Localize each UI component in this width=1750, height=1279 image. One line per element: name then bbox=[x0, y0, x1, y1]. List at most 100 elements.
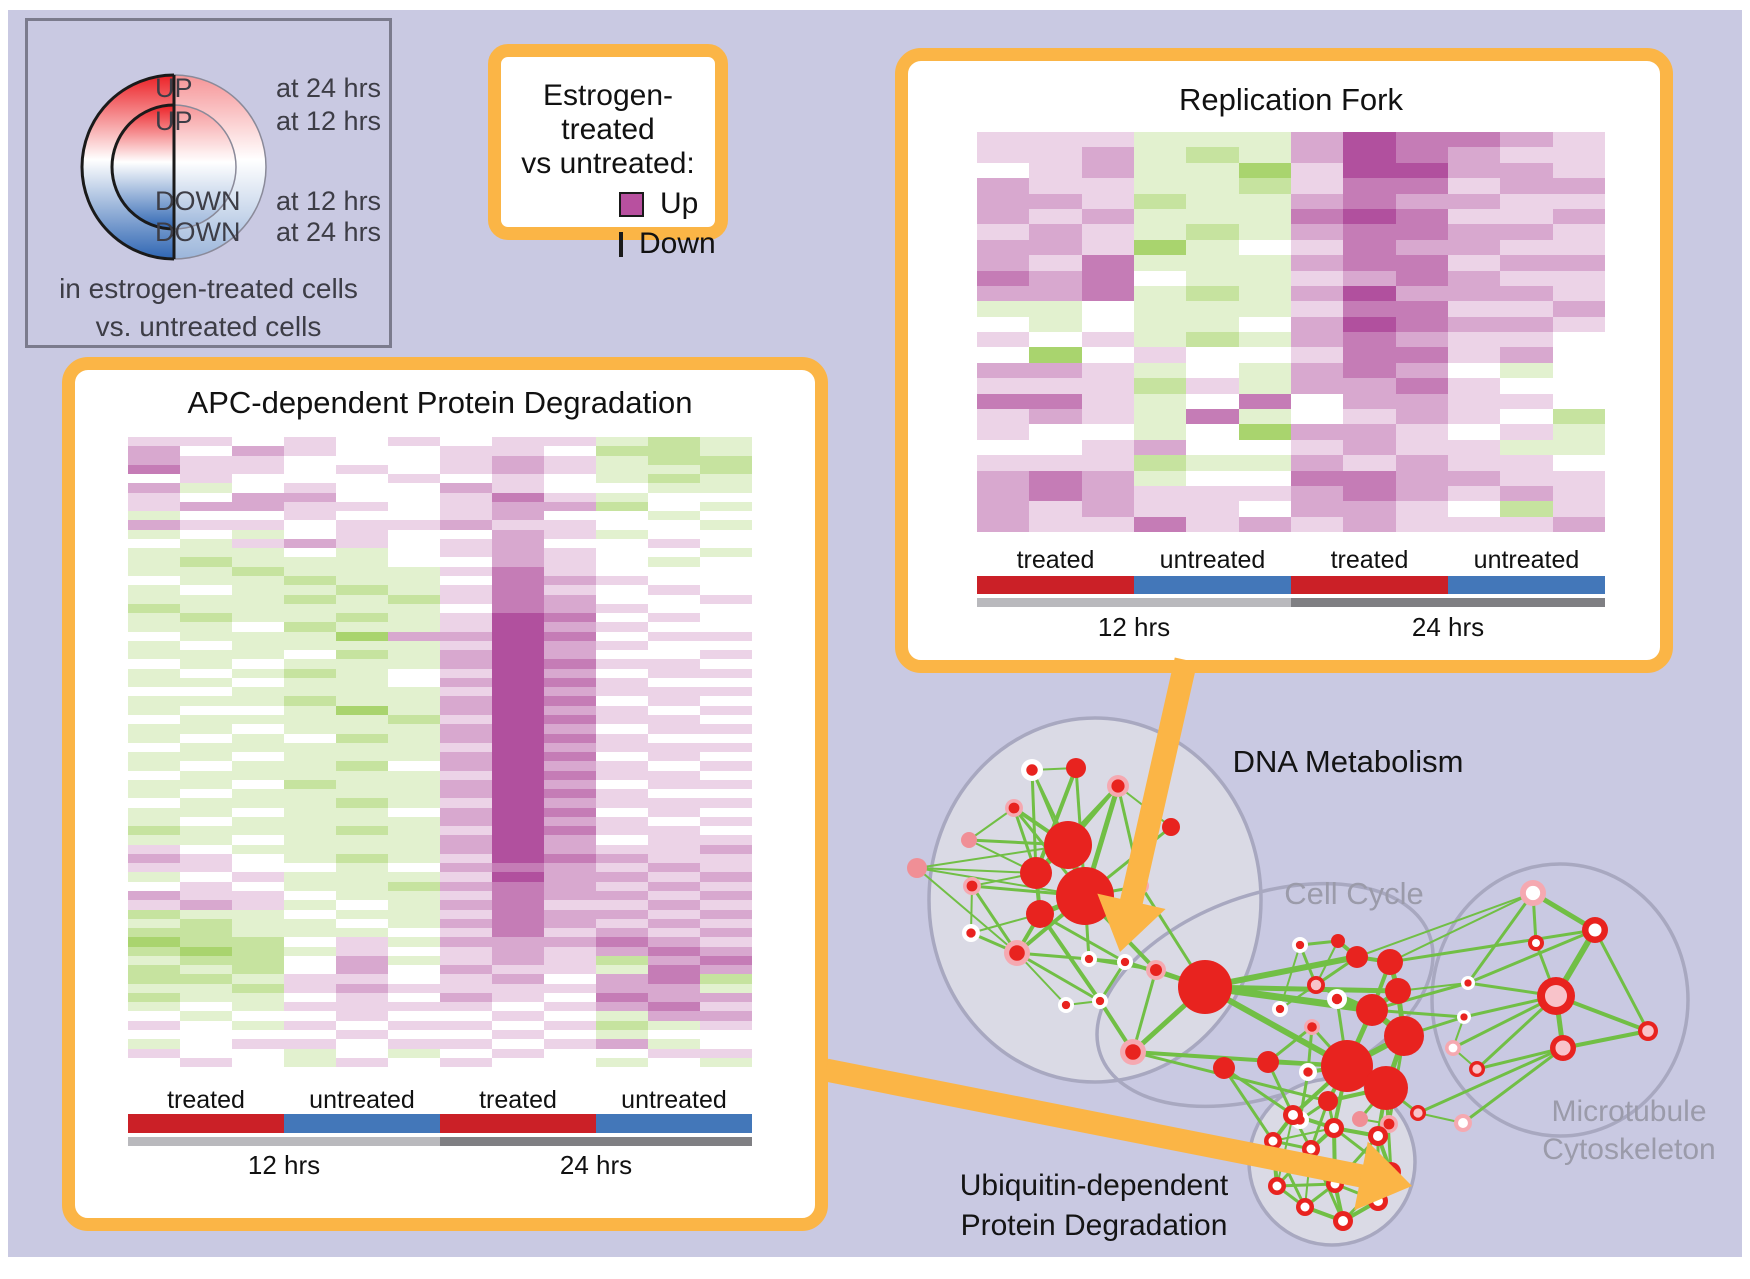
heatmap-row bbox=[128, 761, 752, 771]
condition-bar bbox=[596, 1114, 752, 1133]
heatmap-row bbox=[128, 974, 752, 984]
heatmap-row bbox=[977, 208, 1605, 225]
time-label: 24 hrs bbox=[559, 1150, 633, 1180]
legend-item: Up bbox=[619, 187, 715, 221]
down-12-label: DOWN bbox=[155, 186, 241, 216]
condition-bar bbox=[977, 576, 1134, 594]
up-24-label: UP bbox=[155, 73, 193, 103]
heatmap-row bbox=[128, 437, 752, 447]
heatmap-row bbox=[128, 789, 752, 799]
condition-bar bbox=[284, 1114, 440, 1133]
heatmap-row bbox=[977, 178, 1605, 194]
condition-bar bbox=[128, 1114, 284, 1133]
down-24-label: DOWN bbox=[155, 217, 241, 247]
updown-info-box: UP at 24 hrs UP at 12 hrs DOWN at 12 hrs… bbox=[25, 18, 392, 348]
condition-label: treated bbox=[1330, 546, 1409, 574]
heatmap-row bbox=[128, 501, 752, 512]
heatmap-row bbox=[977, 239, 1605, 256]
condition-label: treated bbox=[167, 1086, 245, 1114]
estrogen-legend-box: Estrogen-treated vs untreated: Up Down bbox=[488, 44, 728, 260]
heatmap-row bbox=[977, 378, 1605, 394]
heatmap-row bbox=[128, 696, 752, 706]
heatmap-row bbox=[128, 909, 752, 919]
heatmap-row bbox=[977, 285, 1605, 302]
heatmap-row bbox=[128, 742, 752, 753]
heatmap-row bbox=[128, 1030, 752, 1040]
up-12-label: UP bbox=[155, 106, 193, 136]
condition-bar bbox=[1291, 576, 1448, 594]
heatmap-row bbox=[128, 566, 752, 576]
heatmap-row bbox=[977, 455, 1605, 471]
heatmap-row bbox=[128, 1020, 752, 1030]
heatmap-row bbox=[128, 1048, 752, 1058]
heatmap-row bbox=[128, 918, 752, 929]
legend-item-label: Up bbox=[660, 187, 699, 220]
legend-swatch bbox=[619, 231, 623, 257]
condition-label: untreated bbox=[309, 1086, 415, 1114]
heatmap-row bbox=[977, 193, 1605, 209]
updown-circle-glyph bbox=[80, 73, 267, 261]
heatmap-row bbox=[128, 483, 752, 493]
heatmap-row bbox=[128, 807, 752, 817]
apc-title: APC-dependent Protein Degradation bbox=[187, 385, 693, 420]
heatmap-row bbox=[128, 575, 752, 586]
heatmap-row bbox=[977, 409, 1605, 425]
ubiquitin-label-line2: Protein Degradation bbox=[960, 1209, 1228, 1242]
heatmap-grid bbox=[977, 132, 1605, 533]
heatmap-row bbox=[128, 705, 752, 715]
time-bar bbox=[128, 1137, 440, 1146]
heatmap-row bbox=[128, 677, 752, 688]
heatmap-row bbox=[977, 470, 1605, 486]
heatmap-row bbox=[128, 983, 752, 993]
heatmap-row bbox=[977, 362, 1605, 379]
microtubule-label-line1: Microtubule bbox=[1551, 1095, 1707, 1128]
heatmap-row bbox=[977, 255, 1605, 271]
heatmap-row bbox=[128, 1011, 752, 1021]
time-label: 12 hrs bbox=[247, 1150, 321, 1180]
heatmap-row bbox=[128, 872, 752, 882]
heatmap-row bbox=[977, 224, 1605, 240]
time-label: 12 hrs bbox=[1097, 612, 1171, 642]
heatmap-row bbox=[128, 613, 752, 623]
time-bar bbox=[977, 598, 1291, 607]
heatmap-row bbox=[128, 603, 752, 614]
heatmap-row bbox=[128, 928, 752, 938]
condition-label: treated bbox=[1016, 546, 1095, 574]
heatmap-row bbox=[128, 659, 752, 669]
heatmap-row bbox=[128, 965, 752, 975]
heatmap-row bbox=[128, 492, 752, 502]
heatmap-row bbox=[128, 955, 752, 966]
heatmap-row bbox=[128, 752, 752, 762]
heatmap-row bbox=[128, 446, 752, 456]
condition-label: untreated bbox=[621, 1086, 727, 1114]
heatmap-row bbox=[977, 424, 1605, 440]
heatmap-row bbox=[128, 668, 752, 678]
heatmap-row bbox=[128, 844, 752, 854]
down-12-time: at 12 hrs bbox=[276, 186, 382, 216]
heatmap-row bbox=[977, 501, 1605, 517]
heatmap-row bbox=[128, 455, 752, 465]
heatmap-row bbox=[977, 485, 1605, 502]
condition-bar bbox=[1134, 576, 1291, 594]
heatmap-row bbox=[128, 863, 752, 873]
heatmap-row bbox=[128, 816, 752, 827]
heatmap-row bbox=[128, 900, 752, 910]
condition-label: untreated bbox=[1473, 546, 1580, 574]
time-label: 24 hrs bbox=[1411, 612, 1485, 642]
heatmap-row bbox=[977, 516, 1605, 533]
heatmap-row bbox=[128, 1002, 752, 1012]
heatmap-row bbox=[128, 464, 752, 475]
up-24-time: at 24 hrs bbox=[276, 73, 382, 103]
legend-item: Down bbox=[619, 227, 716, 261]
heatmap-row bbox=[128, 1057, 752, 1068]
heatmap-row bbox=[128, 798, 752, 808]
legend-swatch bbox=[619, 191, 644, 217]
legend-items: Up Down bbox=[501, 187, 716, 261]
microtubule-label-line2: Cytoskeleton bbox=[1542, 1133, 1716, 1166]
time-bar bbox=[1291, 598, 1605, 607]
heatmap-row bbox=[128, 891, 752, 901]
heatmap-row bbox=[128, 853, 752, 864]
heatmap-row bbox=[977, 347, 1605, 363]
heatmap-row bbox=[128, 520, 752, 530]
